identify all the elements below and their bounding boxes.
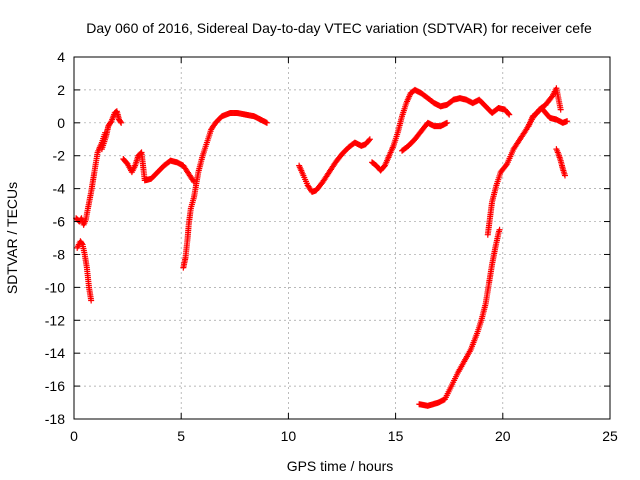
y-tick-label: -4 bbox=[53, 181, 66, 197]
series-arc-3 bbox=[180, 109, 270, 271]
series-arc-8 bbox=[484, 85, 564, 238]
series-arc-6 bbox=[399, 119, 451, 154]
data-point bbox=[496, 226, 503, 233]
data-point bbox=[263, 119, 270, 126]
data-point bbox=[366, 136, 373, 143]
data-point bbox=[444, 119, 451, 126]
data-point bbox=[506, 111, 513, 118]
x-tick-label: 0 bbox=[70, 428, 78, 444]
x-tick-label: 10 bbox=[281, 428, 297, 444]
axis-ticks: 0 5 10 15 20 25 -18 -16 -14 -12 -10 -8 -6 -4 -2 0 2 4 bbox=[45, 49, 618, 444]
y-axis-label: SDTVAR / TECUs bbox=[4, 182, 20, 294]
chart-title: Day 060 of 2016, Sidereal Day-to-day VTE… bbox=[86, 20, 592, 36]
data-point bbox=[137, 150, 144, 157]
data-point bbox=[88, 297, 95, 304]
x-axis-label: GPS time / hours bbox=[287, 458, 394, 474]
data-point bbox=[503, 162, 510, 169]
y-tick-label: -6 bbox=[53, 214, 66, 230]
y-tick-label: -18 bbox=[45, 411, 65, 427]
plot-frame bbox=[73, 56, 611, 420]
data-point bbox=[366, 137, 373, 144]
y-tick-label: 4 bbox=[57, 49, 65, 65]
y-tick-label: -8 bbox=[53, 246, 66, 262]
y-tick-label: -10 bbox=[45, 279, 65, 295]
data-point bbox=[78, 240, 85, 247]
y-tick-label: -12 bbox=[45, 312, 65, 328]
data-point bbox=[564, 118, 571, 125]
series-arc-7 bbox=[416, 226, 503, 409]
data-point bbox=[561, 172, 568, 179]
y-tick-label: -2 bbox=[53, 148, 66, 164]
series-arc-1c bbox=[98, 108, 125, 153]
data-point bbox=[190, 177, 197, 184]
series-arc-5 bbox=[369, 86, 513, 174]
data-point bbox=[557, 106, 564, 113]
x-tick-label: 15 bbox=[388, 428, 404, 444]
series-arc-10 bbox=[553, 146, 568, 179]
x-tick-label: 25 bbox=[602, 428, 618, 444]
series-arc-1b bbox=[74, 238, 95, 304]
series-arc-4 bbox=[296, 136, 373, 195]
y-tick-label: -16 bbox=[45, 378, 65, 394]
x-tick-label: 5 bbox=[177, 428, 185, 444]
y-tick-label: -14 bbox=[45, 345, 65, 361]
data-marks bbox=[73, 85, 571, 409]
y-tick-label: 2 bbox=[57, 82, 65, 98]
data-point bbox=[505, 110, 512, 117]
data-point bbox=[117, 118, 124, 125]
grid bbox=[74, 57, 610, 419]
series-arc-9 bbox=[525, 105, 571, 130]
x-tick-label: 20 bbox=[495, 428, 511, 444]
y-tick-label: 0 bbox=[57, 115, 65, 131]
series-arc-2 bbox=[120, 149, 198, 186]
data-point bbox=[118, 119, 125, 126]
